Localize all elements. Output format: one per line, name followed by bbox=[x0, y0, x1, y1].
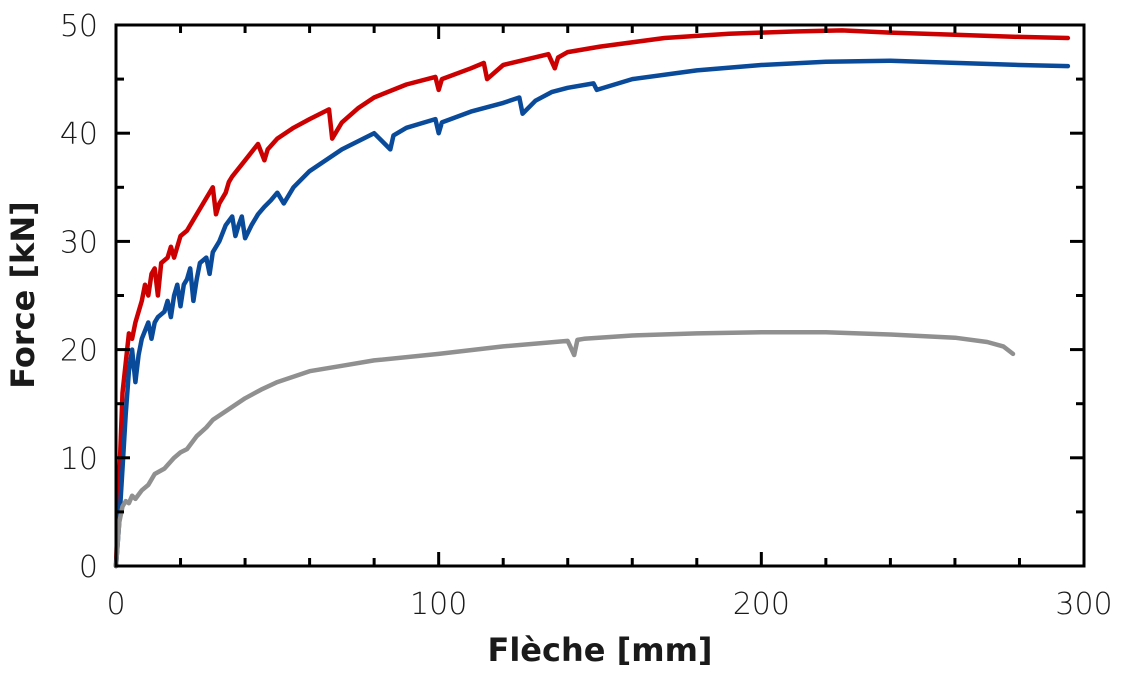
y-tick-label: 10 bbox=[60, 442, 98, 477]
x-tick-label: 0 bbox=[106, 587, 125, 622]
y-tick-label: 50 bbox=[60, 9, 98, 44]
series-line-3 bbox=[113, 330, 1016, 569]
y-tick-label: 30 bbox=[60, 225, 98, 260]
plot-frame bbox=[114, 23, 1086, 568]
y-axis-title: Force [kN] bbox=[4, 201, 42, 388]
series-layer bbox=[113, 28, 1071, 569]
y-tick-label: 20 bbox=[60, 334, 98, 369]
y-tick-label: 40 bbox=[60, 117, 98, 152]
y-tick-label: 0 bbox=[79, 550, 98, 585]
series-line-2 bbox=[113, 58, 1071, 569]
x-tick-label: 300 bbox=[1055, 587, 1112, 622]
x-axis-title: Flèche [mm] bbox=[487, 631, 712, 669]
x-tick-label: 200 bbox=[733, 587, 790, 622]
tick-layer: 0 100 200 300 0 10 20 30 40 50 bbox=[60, 9, 1113, 622]
x-tick-label: 100 bbox=[410, 587, 467, 622]
series-line-1 bbox=[113, 28, 1071, 569]
